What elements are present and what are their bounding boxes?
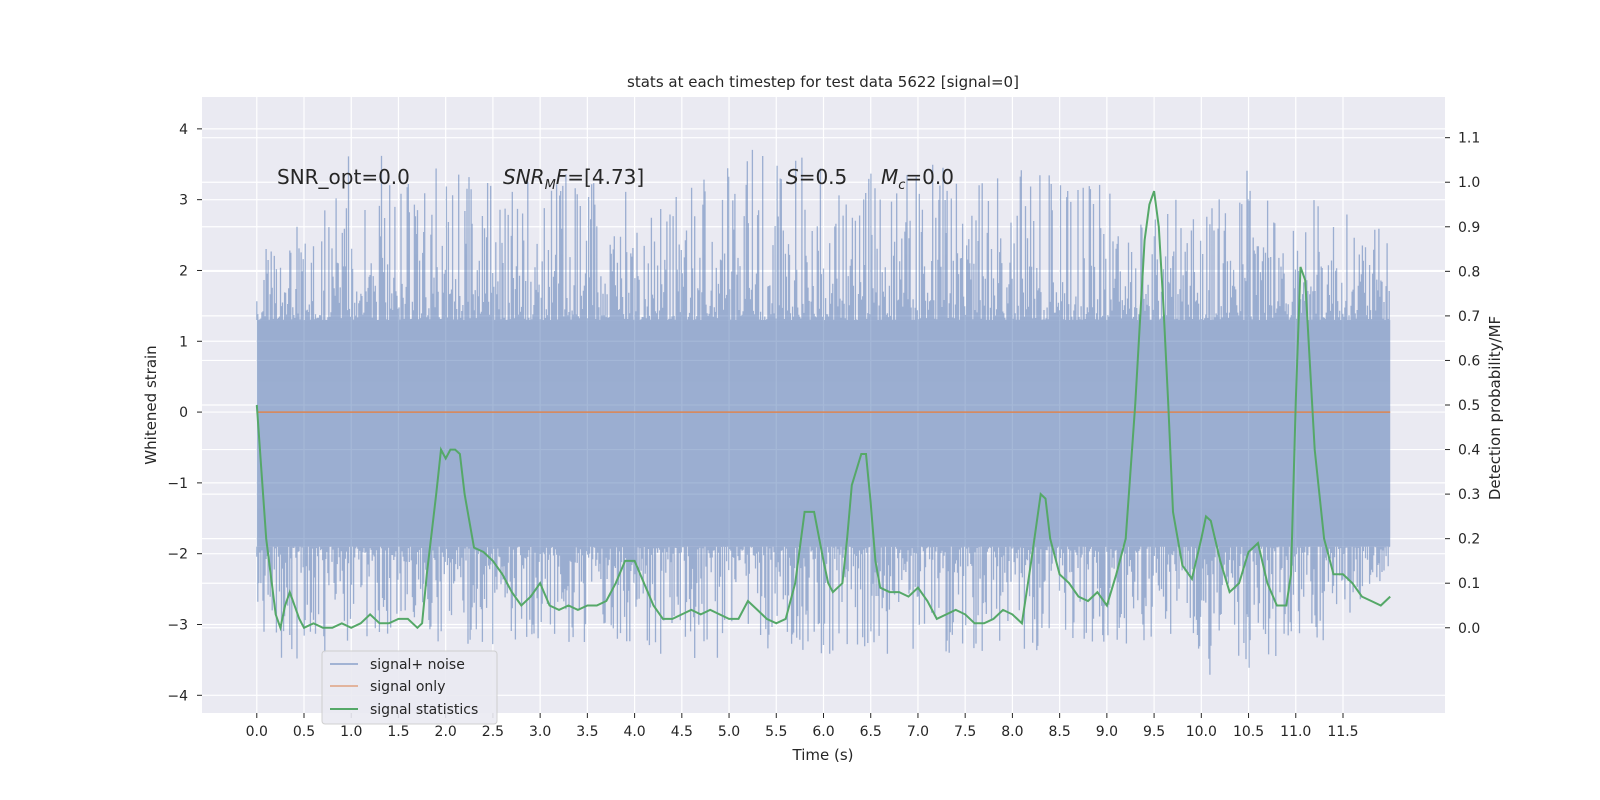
x-axis-label: Time (s) [792, 746, 854, 764]
x-tick-label: 8.5 [1048, 724, 1070, 740]
annotation-mc-value: =0.0 [905, 165, 954, 189]
x-tick-label: 1.5 [387, 724, 409, 740]
annotation-s: S=0.5 [786, 165, 847, 189]
series-signal-noise [256, 149, 1391, 675]
x-tick-label: 5.5 [765, 724, 787, 740]
annotation-mc-sub: c [898, 178, 905, 193]
x-tick-label: 3.5 [576, 724, 598, 740]
y-tick-label: 0 [179, 405, 188, 421]
y-right-tick-label: 0.7 [1458, 309, 1480, 325]
x-axis-ticks: 0.0 0.5 1.0 1.5 2.0 2.5 3.0 3.5 4.0 4.5 5.0 5.5 6.0 6… [246, 713, 1359, 740]
legend-label-signal-only: signal only [370, 679, 445, 695]
y-tick-label: −2 [167, 547, 188, 563]
y-right-tick-label: 0.9 [1458, 220, 1480, 236]
y-right-tick-label: 0.2 [1458, 532, 1480, 548]
y-tick-label: −4 [167, 688, 188, 704]
x-tick-label: 7.5 [954, 724, 976, 740]
legend: signal+ noise signal only signal statist… [321, 650, 498, 725]
annotation-s-value: =0.5 [799, 165, 848, 189]
y-right-tick-label: 0.5 [1458, 398, 1480, 414]
x-tick-label: 6.0 [812, 724, 834, 740]
x-tick-label: 9.5 [1143, 724, 1165, 740]
y-right-tick-label: 0.8 [1458, 264, 1480, 280]
legend-label-signal-noise: signal+ noise [370, 657, 465, 673]
x-tick-label: 11.0 [1280, 724, 1311, 740]
legend-label-signal-statistics: signal statistics [370, 702, 478, 718]
annotation-snr-mf-sub: M [545, 178, 556, 193]
x-tick-label: 7.0 [907, 724, 929, 740]
x-tick-label: 10.5 [1233, 724, 1264, 740]
y-tick-label: −1 [167, 476, 188, 492]
x-tick-label: 4.5 [671, 724, 693, 740]
annotation-snr-opt: SNR_opt=0.0 [277, 165, 410, 189]
y-axis-left-label: Whitened strain [142, 345, 160, 464]
annotation-mc: Mc=0.0 [881, 165, 954, 193]
x-tick-label: 2.0 [435, 724, 457, 740]
x-tick-label: 5.0 [718, 724, 740, 740]
x-tick-label: 1.0 [340, 724, 362, 740]
annotation-s-symbol: S [786, 165, 799, 189]
x-tick-label: 8.0 [1001, 724, 1023, 740]
y-tick-label: 3 [179, 193, 188, 209]
noise-spikes-upper [256, 149, 1390, 320]
chart-title: stats at each timestep for test data 562… [627, 73, 1019, 91]
y-right-tick-label: 0.0 [1458, 621, 1480, 637]
y-tick-label: 1 [179, 334, 188, 350]
x-tick-label: 2.5 [482, 724, 504, 740]
annotation-snr-mf-value: =[4.73] [567, 165, 644, 189]
x-tick-label: 6.5 [860, 724, 882, 740]
annotation-mc-symbol: M [881, 165, 898, 189]
annotation-snr-mf-main: SNR [503, 165, 545, 189]
y-axis-right-ticks: 0.0 0.1 0.2 0.3 0.4 0.5 0.6 0.7 0.8 0.9 1.0 1.1 [1445, 131, 1480, 637]
annotation-snr-mf: SNRMF=[4.73] [503, 165, 644, 193]
x-tick-label: 11.5 [1327, 724, 1358, 740]
x-tick-label: 10.0 [1186, 724, 1217, 740]
x-tick-label: 4.0 [623, 724, 645, 740]
y-right-tick-label: 1.0 [1458, 175, 1480, 191]
y-right-tick-label: 0.1 [1458, 576, 1480, 592]
noise-core-band [256, 320, 1391, 547]
y-right-tick-label: 0.3 [1458, 487, 1480, 503]
y-right-tick-label: 0.4 [1458, 443, 1480, 459]
y-right-tick-label: 1.1 [1458, 131, 1480, 147]
x-tick-label: 3.0 [529, 724, 551, 740]
y-axis-right-label: Detection probability/MF [1486, 316, 1504, 500]
legend-box [321, 650, 498, 725]
y-axis-left-ticks: −4 −3 −2 −1 0 1 2 3 4 [167, 122, 202, 704]
y-tick-label: 2 [179, 263, 188, 279]
y-tick-label: 4 [179, 122, 188, 138]
y-tick-label: −3 [167, 617, 188, 633]
noise-spikes-lower [256, 546, 1390, 675]
annotation-snr-mf-f: F [556, 165, 568, 189]
x-tick-label: 0.0 [246, 724, 268, 740]
x-tick-label: 0.5 [293, 724, 315, 740]
x-tick-label: 9.0 [1096, 724, 1118, 740]
series-signal-statistics-line [255, 190, 1391, 632]
y-right-tick-label: 0.6 [1458, 353, 1480, 369]
